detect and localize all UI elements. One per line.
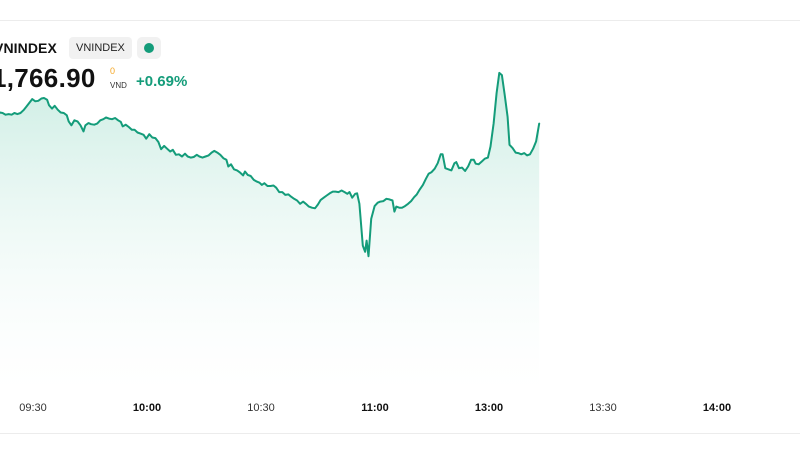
currency-label: VND: [110, 81, 127, 90]
price-line: [0, 71, 541, 258]
percent-change: +0.69%: [136, 73, 188, 90]
x-tick-label: 10:00: [133, 402, 161, 414]
index-symbol: VNINDEX: [0, 40, 57, 56]
x-tick-label: 11:00: [361, 402, 389, 414]
x-tick-label: 13:00: [475, 402, 503, 414]
price-superscript: 0: [110, 66, 116, 76]
bottom-divider: [0, 433, 800, 434]
current-price: 1,766.90: [0, 63, 96, 93]
x-tick-label: 14:00: [703, 402, 731, 414]
x-tick-label: 13:30: [589, 402, 617, 414]
live-status-chip[interactable]: [137, 37, 161, 59]
x-axis: 09:30 10:00 10:30 11:00 13:00 13:30 14:00: [19, 402, 731, 414]
price-area-fill: [0, 72, 540, 392]
top-divider: [0, 20, 800, 21]
live-dot-icon: [144, 43, 154, 53]
x-tick-label: 09:30: [19, 402, 47, 414]
ticker-chip[interactable]: VNINDEX: [69, 37, 132, 59]
x-tick-label: 10:30: [247, 402, 275, 414]
